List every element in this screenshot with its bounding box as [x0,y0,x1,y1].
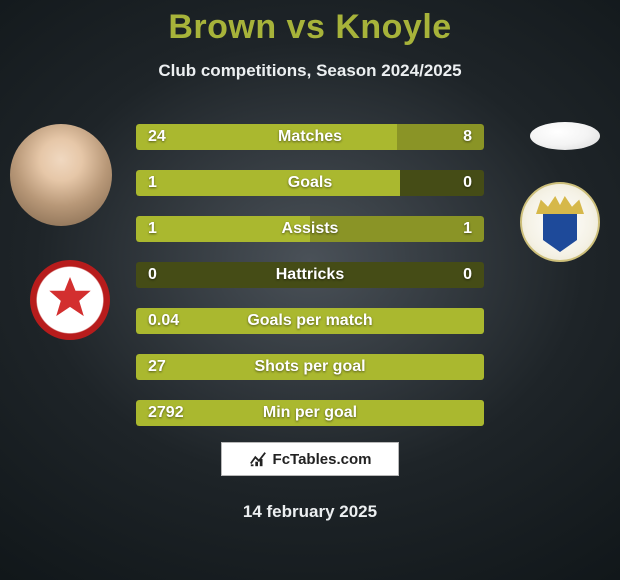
content-root: Brown vs Knoyle Club competitions, Seaso… [0,0,620,580]
player-left-avatar [10,124,112,226]
bar-row: 2792Min per goal [136,400,484,426]
title-right: Knoyle [335,8,451,46]
bar-label: Matches [136,124,484,150]
title: Brown vs Knoyle [0,0,620,47]
bar-row: 10Goals [136,170,484,196]
comparison-bars: 248Matches 10Goals 11Assists 00Hattricks 0.0… [136,124,484,446]
bar-row: 0.04Goals per match [136,308,484,334]
brand-icon [249,450,267,468]
date-text: 14 february 2025 [0,502,620,522]
brand-text: FcTables.com [273,451,372,468]
club-right-badge [520,182,600,262]
bar-label: Shots per goal [136,354,484,380]
bar-label: Assists [136,216,484,242]
bar-label: Goals [136,170,484,196]
bar-label: Hattricks [136,262,484,288]
bar-row: 00Hattricks [136,262,484,288]
bar-row: 11Assists [136,216,484,242]
club-left-badge [30,260,110,340]
brand-badge[interactable]: FcTables.com [221,442,399,476]
bar-row: 27Shots per goal [136,354,484,380]
player-right-placeholder [530,122,600,150]
subtitle: Club competitions, Season 2024/2025 [0,61,620,81]
bar-label: Min per goal [136,400,484,426]
title-left: Brown [168,8,276,46]
bar-label: Goals per match [136,308,484,334]
title-vs: vs [287,8,326,46]
bar-row: 248Matches [136,124,484,150]
